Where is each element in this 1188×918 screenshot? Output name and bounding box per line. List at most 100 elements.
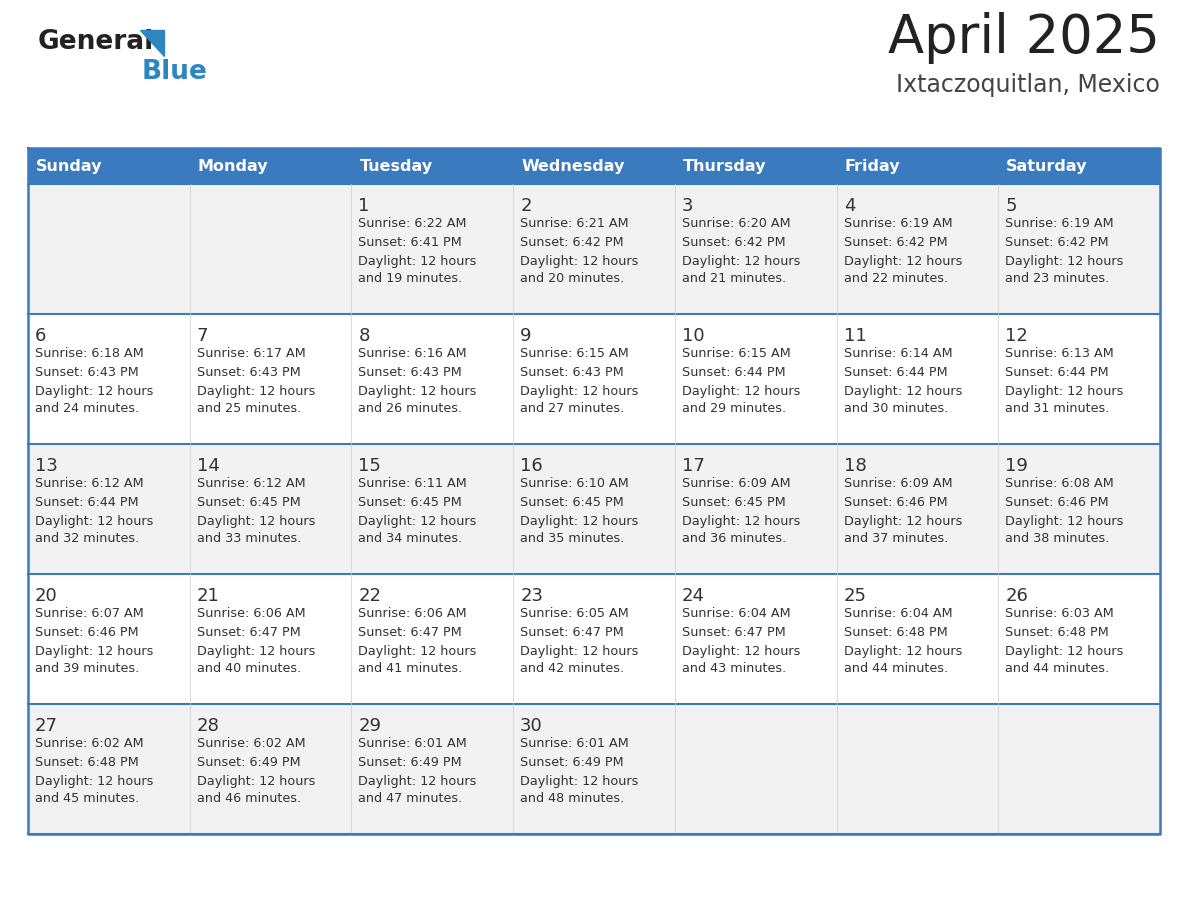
Text: and 33 minutes.: and 33 minutes.	[197, 532, 301, 545]
Text: Daylight: 12 hours: Daylight: 12 hours	[197, 385, 315, 398]
Text: Sunrise: 6:20 AM: Sunrise: 6:20 AM	[682, 217, 790, 230]
Text: Sunset: 6:42 PM: Sunset: 6:42 PM	[1005, 236, 1108, 249]
Text: Daylight: 12 hours: Daylight: 12 hours	[520, 255, 638, 268]
Text: Daylight: 12 hours: Daylight: 12 hours	[520, 645, 638, 658]
Bar	[29, 574, 1159, 704]
Text: Sunrise: 6:01 AM: Sunrise: 6:01 AM	[520, 737, 628, 750]
Bar	[29, 148, 1159, 184]
Text: Daylight: 12 hours: Daylight: 12 hours	[34, 385, 153, 398]
Text: Daylight: 12 hours: Daylight: 12 hours	[359, 775, 476, 788]
Text: 15: 15	[359, 457, 381, 475]
Text: and 41 minutes.: and 41 minutes.	[359, 662, 462, 675]
Text: Sunset: 6:45 PM: Sunset: 6:45 PM	[359, 496, 462, 509]
Text: Sunrise: 6:13 AM: Sunrise: 6:13 AM	[1005, 347, 1114, 360]
Text: Sunset: 6:46 PM: Sunset: 6:46 PM	[1005, 496, 1108, 509]
Text: Daylight: 12 hours: Daylight: 12 hours	[843, 645, 962, 658]
Text: and 21 minutes.: and 21 minutes.	[682, 272, 786, 285]
Text: 23: 23	[520, 587, 543, 605]
Text: and 29 minutes.: and 29 minutes.	[682, 402, 786, 415]
Text: General: General	[38, 29, 154, 55]
Text: Sunrise: 6:11 AM: Sunrise: 6:11 AM	[359, 477, 467, 490]
Text: 12: 12	[1005, 327, 1028, 345]
Text: Sunset: 6:42 PM: Sunset: 6:42 PM	[520, 236, 624, 249]
Text: and 20 minutes.: and 20 minutes.	[520, 272, 625, 285]
Text: and 43 minutes.: and 43 minutes.	[682, 662, 786, 675]
Text: Thursday: Thursday	[683, 159, 766, 174]
Text: Sunrise: 6:17 AM: Sunrise: 6:17 AM	[197, 347, 305, 360]
Bar	[29, 314, 1159, 444]
Text: 24: 24	[682, 587, 704, 605]
Text: Daylight: 12 hours: Daylight: 12 hours	[34, 775, 153, 788]
Text: Sunrise: 6:22 AM: Sunrise: 6:22 AM	[359, 217, 467, 230]
Text: Sunset: 6:46 PM: Sunset: 6:46 PM	[34, 626, 139, 639]
Text: and 27 minutes.: and 27 minutes.	[520, 402, 625, 415]
Text: Daylight: 12 hours: Daylight: 12 hours	[359, 645, 476, 658]
Text: Monday: Monday	[197, 159, 268, 174]
Text: 17: 17	[682, 457, 704, 475]
Text: Daylight: 12 hours: Daylight: 12 hours	[843, 385, 962, 398]
Text: Sunset: 6:45 PM: Sunset: 6:45 PM	[682, 496, 785, 509]
Text: Sunset: 6:43 PM: Sunset: 6:43 PM	[197, 366, 301, 379]
Text: Daylight: 12 hours: Daylight: 12 hours	[197, 775, 315, 788]
Text: Sunset: 6:43 PM: Sunset: 6:43 PM	[359, 366, 462, 379]
Text: 16: 16	[520, 457, 543, 475]
Text: Sunrise: 6:04 AM: Sunrise: 6:04 AM	[843, 607, 953, 620]
Text: Sunrise: 6:10 AM: Sunrise: 6:10 AM	[520, 477, 628, 490]
Text: and 47 minutes.: and 47 minutes.	[359, 792, 462, 805]
Text: Daylight: 12 hours: Daylight: 12 hours	[359, 385, 476, 398]
Text: Sunset: 6:47 PM: Sunset: 6:47 PM	[520, 626, 624, 639]
Text: Sunset: 6:48 PM: Sunset: 6:48 PM	[843, 626, 947, 639]
Text: Daylight: 12 hours: Daylight: 12 hours	[34, 645, 153, 658]
Text: Sunrise: 6:12 AM: Sunrise: 6:12 AM	[34, 477, 144, 490]
Text: Sunset: 6:41 PM: Sunset: 6:41 PM	[359, 236, 462, 249]
Text: Daylight: 12 hours: Daylight: 12 hours	[520, 515, 638, 528]
Text: and 48 minutes.: and 48 minutes.	[520, 792, 625, 805]
Text: Sunset: 6:46 PM: Sunset: 6:46 PM	[843, 496, 947, 509]
Text: and 39 minutes.: and 39 minutes.	[34, 662, 139, 675]
Text: Sunrise: 6:21 AM: Sunrise: 6:21 AM	[520, 217, 628, 230]
Text: Sunrise: 6:15 AM: Sunrise: 6:15 AM	[520, 347, 628, 360]
Text: Sunrise: 6:02 AM: Sunrise: 6:02 AM	[197, 737, 305, 750]
Text: and 23 minutes.: and 23 minutes.	[1005, 272, 1110, 285]
Text: 30: 30	[520, 717, 543, 735]
Text: Sunrise: 6:03 AM: Sunrise: 6:03 AM	[1005, 607, 1114, 620]
Text: 28: 28	[197, 717, 220, 735]
Text: Sunrise: 6:19 AM: Sunrise: 6:19 AM	[843, 217, 953, 230]
Text: and 19 minutes.: and 19 minutes.	[359, 272, 462, 285]
Text: Daylight: 12 hours: Daylight: 12 hours	[359, 255, 476, 268]
Text: 26: 26	[1005, 587, 1028, 605]
Text: and 36 minutes.: and 36 minutes.	[682, 532, 786, 545]
Text: and 25 minutes.: and 25 minutes.	[197, 402, 301, 415]
Text: and 34 minutes.: and 34 minutes.	[359, 532, 462, 545]
Text: Daylight: 12 hours: Daylight: 12 hours	[1005, 515, 1124, 528]
Text: 21: 21	[197, 587, 220, 605]
Bar	[29, 184, 1159, 314]
Text: 3: 3	[682, 197, 694, 215]
Text: 25: 25	[843, 587, 866, 605]
Text: and 30 minutes.: and 30 minutes.	[843, 402, 948, 415]
Text: Wednesday: Wednesday	[522, 159, 625, 174]
Text: and 44 minutes.: and 44 minutes.	[843, 662, 948, 675]
Text: Daylight: 12 hours: Daylight: 12 hours	[682, 385, 801, 398]
Text: Sunset: 6:42 PM: Sunset: 6:42 PM	[843, 236, 947, 249]
Text: 13: 13	[34, 457, 58, 475]
Text: Saturday: Saturday	[1006, 159, 1088, 174]
Text: Sunset: 6:48 PM: Sunset: 6:48 PM	[1005, 626, 1110, 639]
Text: Friday: Friday	[845, 159, 901, 174]
Text: and 40 minutes.: and 40 minutes.	[197, 662, 301, 675]
Text: Sunset: 6:49 PM: Sunset: 6:49 PM	[197, 756, 301, 769]
Text: and 38 minutes.: and 38 minutes.	[1005, 532, 1110, 545]
Bar	[29, 704, 1159, 834]
Text: Sunset: 6:44 PM: Sunset: 6:44 PM	[1005, 366, 1108, 379]
Text: Sunrise: 6:05 AM: Sunrise: 6:05 AM	[520, 607, 628, 620]
Text: Daylight: 12 hours: Daylight: 12 hours	[843, 255, 962, 268]
Text: 20: 20	[34, 587, 58, 605]
Text: Sunset: 6:44 PM: Sunset: 6:44 PM	[34, 496, 139, 509]
Text: 6: 6	[34, 327, 46, 345]
Text: 4: 4	[843, 197, 855, 215]
Text: Sunrise: 6:02 AM: Sunrise: 6:02 AM	[34, 737, 144, 750]
Text: 29: 29	[359, 717, 381, 735]
Text: Sunday: Sunday	[36, 159, 102, 174]
Text: and 35 minutes.: and 35 minutes.	[520, 532, 625, 545]
Text: Sunset: 6:49 PM: Sunset: 6:49 PM	[359, 756, 462, 769]
